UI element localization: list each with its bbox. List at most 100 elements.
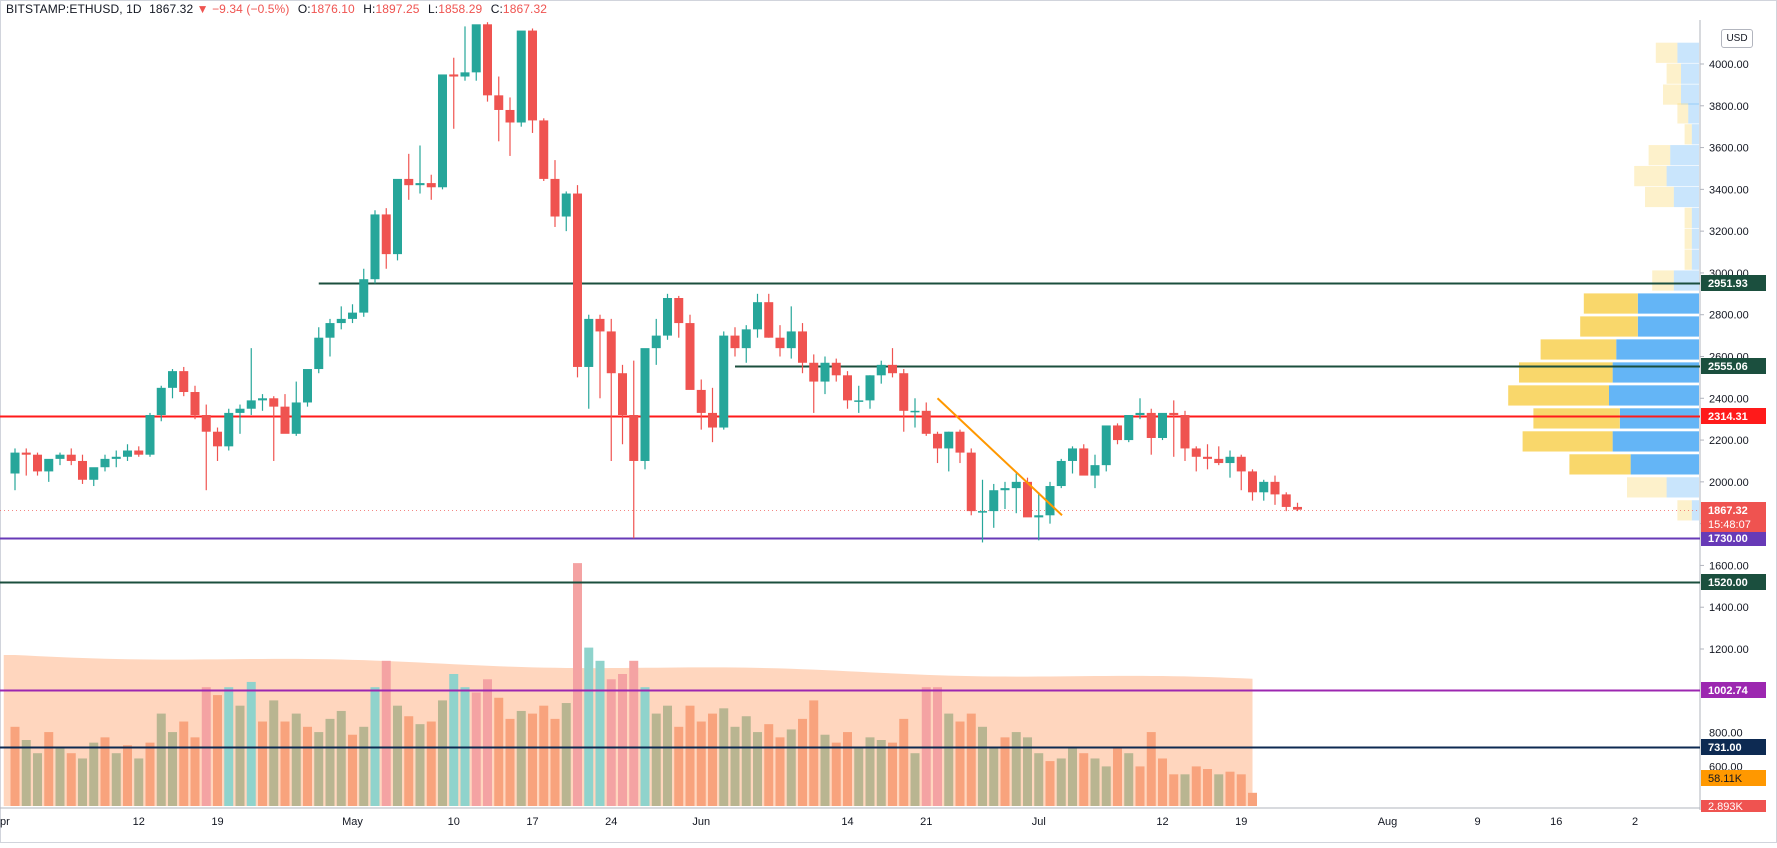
close-value: 1867.32 [502, 2, 547, 16]
time-tick-label: pr [0, 816, 10, 828]
volume-bar [10, 726, 20, 806]
volume-ma-label-bg [1701, 770, 1766, 786]
candle-down [1146, 412, 1156, 438]
candle-up [393, 178, 402, 255]
price-tick-label: 800.00 [1709, 728, 1743, 740]
volume-last-label: 2.893K [1708, 801, 1744, 813]
volume-bar [336, 710, 346, 806]
volume-profile-up-bar [1637, 293, 1699, 314]
time-tick-label: 14 [841, 816, 853, 828]
volume-bar [775, 737, 785, 806]
volume-profile-up-bar [1691, 124, 1699, 145]
volume-profile-down-bar [1652, 270, 1674, 291]
volume-bar [1090, 758, 1100, 806]
volume-bar [303, 726, 312, 806]
volume-bar [584, 647, 594, 806]
volume-profile-down-bar [1684, 124, 1692, 145]
low-value: 1858.29 [438, 2, 483, 16]
down-arrow-icon: ▼ [196, 2, 209, 16]
volume-bar [348, 734, 357, 806]
volume-bar [1056, 758, 1066, 806]
volume-profile-down-bar [1508, 385, 1609, 406]
candle-down [696, 389, 706, 413]
candle-up [753, 302, 762, 330]
candle-down [449, 74, 459, 77]
candle-up [1225, 456, 1235, 464]
open-label: O: [297, 2, 311, 16]
volume-bar [213, 695, 222, 806]
volume-bar [381, 660, 391, 806]
candle-down [269, 398, 279, 407]
price-change: −9.34 (−0.5%) [212, 2, 290, 16]
volume-bar [595, 660, 605, 806]
candle-down [629, 415, 639, 461]
volume-bar [989, 747, 999, 806]
candle-up [865, 375, 875, 401]
volume-profile-down-bar [1519, 362, 1613, 383]
candle-up [246, 400, 256, 409]
volume-profile-down-bar [1655, 42, 1678, 63]
last-price: 1867.32 [149, 2, 194, 16]
candle-down [190, 392, 200, 415]
volume-profile-up-bar [1691, 500, 1699, 521]
volume-profile-up-bar [1637, 316, 1699, 337]
candle-down [1293, 506, 1302, 510]
time-tick-label: 10 [448, 816, 460, 828]
volume-bar [708, 713, 717, 806]
time-tick-label: 24 [605, 816, 617, 828]
candle-down [1169, 412, 1179, 415]
candle-down [1113, 425, 1122, 441]
high-value: 1897.25 [375, 2, 420, 16]
time-tick-label: 12 [1156, 816, 1168, 828]
volume-bar [1180, 774, 1190, 806]
candle-down [730, 335, 740, 349]
volume-bar [955, 721, 965, 806]
volume-bar [1135, 766, 1145, 806]
volume-bar [111, 753, 121, 806]
volume-bar [55, 747, 65, 806]
volume-profile-up-bar [1677, 42, 1699, 63]
volume-profile-down-bar [1533, 408, 1620, 429]
candle-down [1281, 494, 1291, 507]
volume-bar [719, 708, 729, 806]
currency-button[interactable]: USD [1721, 29, 1753, 48]
volume-bar [483, 679, 492, 806]
volume-bar [66, 753, 76, 806]
volume-profile-up-bar [1691, 207, 1699, 228]
volume-bar [876, 740, 886, 806]
volume-bar [314, 732, 324, 806]
volume-profile-down-bar [1522, 431, 1613, 452]
volume-bar [1045, 761, 1055, 806]
trendline[interactable] [936, 397, 1063, 517]
volume-bar [1225, 771, 1235, 806]
volume-profile-down-bar [1634, 165, 1667, 187]
volume-bar [1248, 792, 1257, 806]
volume-bar [415, 724, 425, 806]
symbol-label[interactable]: BITSTAMP:ETHUSD, 1D [6, 2, 142, 16]
candle-down [809, 362, 819, 382]
volume-bar [1113, 747, 1122, 806]
candle-down [179, 371, 189, 393]
candle-down [843, 375, 852, 401]
volume-bar [1000, 737, 1010, 806]
candle-down [1079, 448, 1089, 476]
volume-bar [393, 705, 402, 806]
volume-bar [528, 713, 537, 806]
candle-up [1090, 465, 1100, 476]
volume-bar [663, 705, 672, 806]
time-tick-label: May [342, 816, 363, 828]
volume-bar [1011, 732, 1021, 806]
candle-down [1023, 481, 1032, 518]
candle-up [663, 298, 672, 336]
time-tick-label: Jul [1032, 816, 1046, 828]
candle-down [573, 193, 582, 367]
price-tick-label: 1600.00 [1709, 560, 1749, 572]
volume-bar [1236, 774, 1246, 806]
candle-up [719, 335, 729, 428]
candle-up [111, 456, 121, 459]
candle-down [505, 109, 515, 123]
last-price-label: 1867.32 [1708, 505, 1748, 517]
time-tick-label: 2 [1632, 816, 1638, 828]
